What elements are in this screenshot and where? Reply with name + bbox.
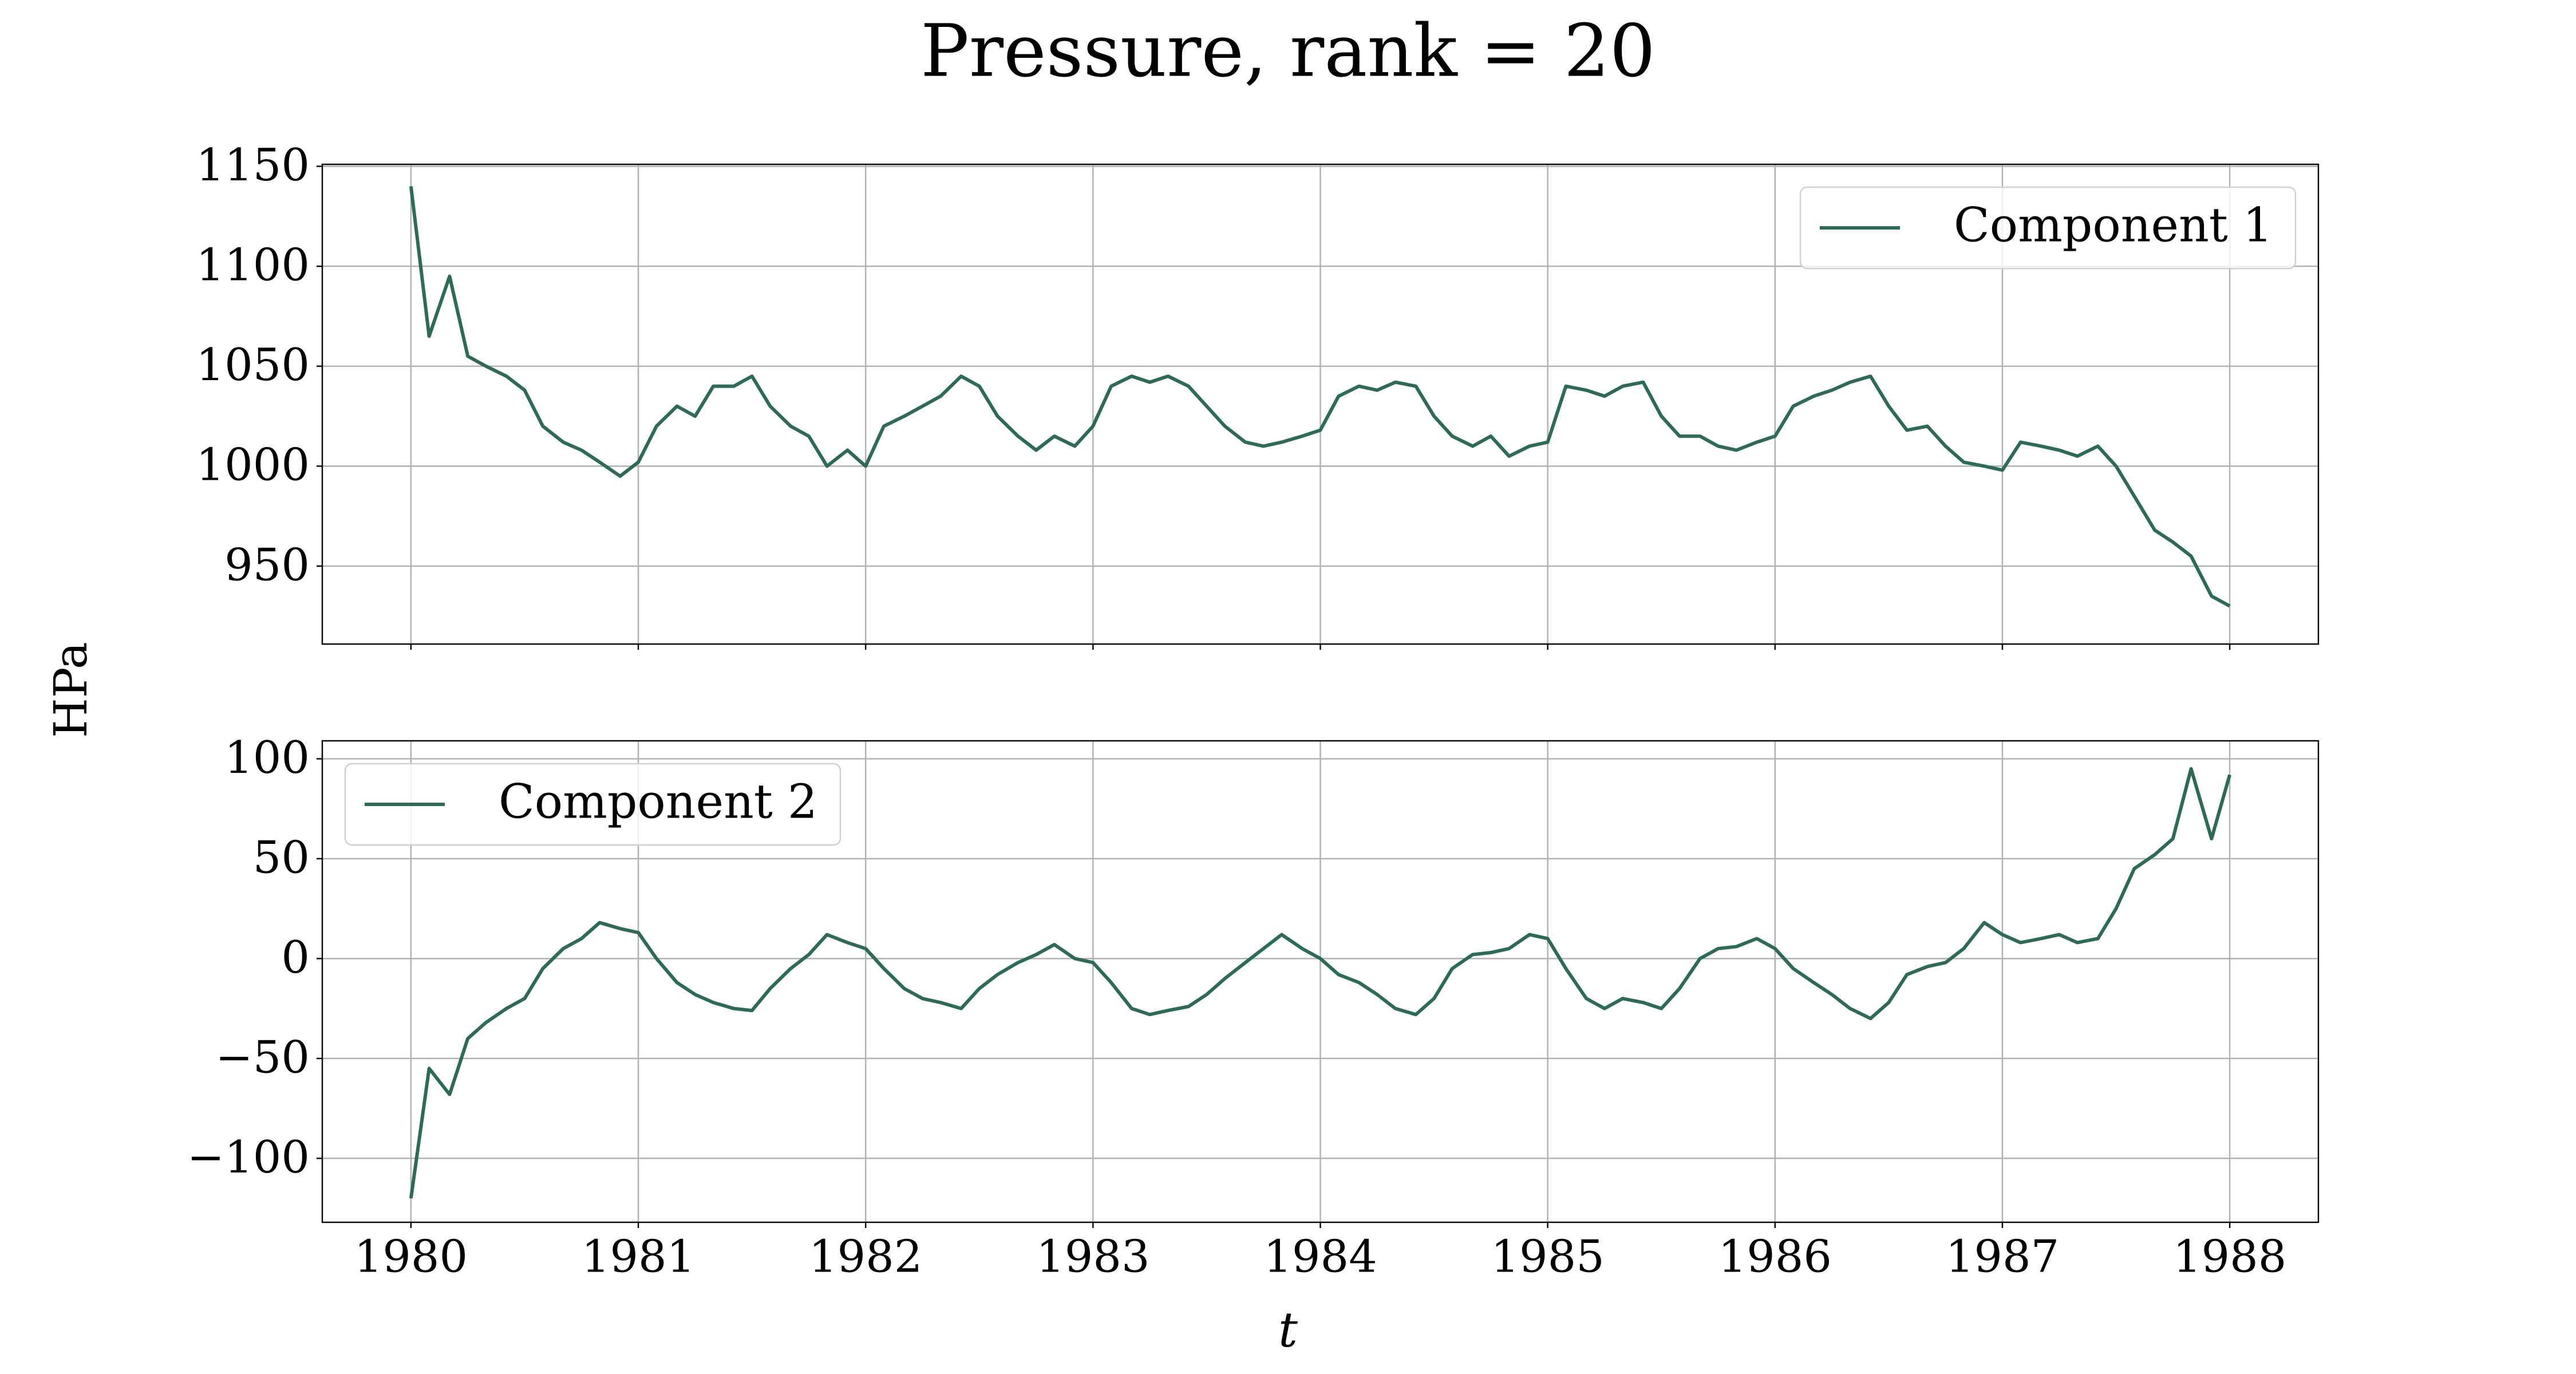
legend-label: Component 2 [499,775,817,830]
x-tick-label: 1987 [1946,1231,2060,1283]
y-tick-label: −100 [187,1132,310,1183]
legend-label: Component 1 [1954,199,2273,253]
y-tick-label: 1050 [196,339,310,391]
y-axis-label: HPa [44,642,97,738]
x-tick-label: 1984 [1263,1231,1377,1283]
y-tick-label: 0 [281,932,310,984]
y-tick-label: 50 [253,832,310,883]
x-tick-label: 1980 [354,1231,468,1283]
data-line [409,767,2231,1199]
x-tick-label: 1986 [1718,1231,1832,1283]
y-tick-label: 100 [224,732,310,784]
axes-frame [321,163,2320,645]
x-axis-label: t [1278,1302,1298,1358]
legend-box [344,763,841,846]
y-tick-label: 1000 [196,440,310,491]
figure-title: Pressure, rank = 20 [920,9,1656,93]
x-tick-label: 1988 [2173,1231,2287,1283]
data-line [409,186,2231,608]
x-tick-label: 1983 [1036,1231,1150,1283]
y-tick-label: 1100 [196,240,310,291]
legend-box [1799,186,2297,270]
y-tick-label: −50 [215,1032,310,1083]
axes-frame [321,740,2320,1223]
x-tick-label: 1981 [582,1231,696,1283]
y-tick-label: 950 [224,539,310,591]
x-tick-label: 1985 [1491,1231,1605,1283]
x-tick-label: 1982 [809,1231,923,1283]
y-tick-label: 1150 [196,140,310,191]
